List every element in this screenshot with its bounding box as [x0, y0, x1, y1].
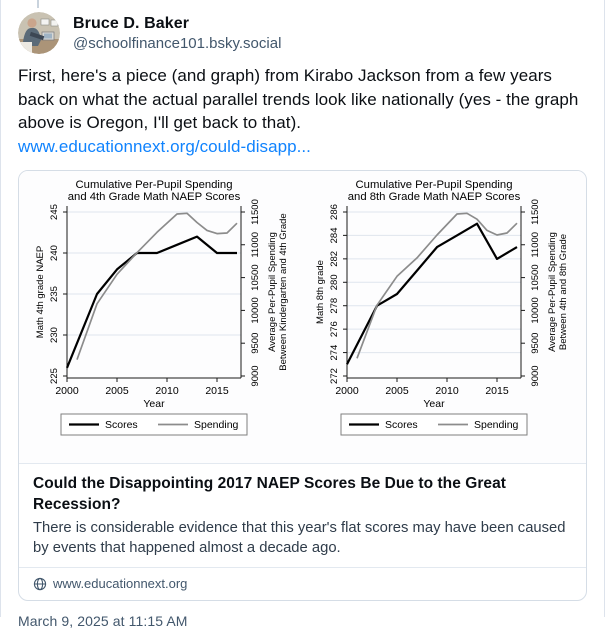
svg-text:278: 278 — [329, 298, 340, 314]
svg-text:Scores: Scores — [105, 419, 138, 431]
svg-text:2000: 2000 — [335, 385, 359, 397]
svg-text:11000: 11000 — [250, 232, 261, 258]
svg-text:Math 4th grade NAEP: Math 4th grade NAEP — [35, 246, 46, 338]
author-name[interactable]: Bruce D. Baker — [73, 15, 190, 32]
svg-text:230: 230 — [49, 327, 60, 343]
svg-text:10500: 10500 — [250, 264, 261, 290]
card-title: Could the Disappointing 2017 NAEP Scores… — [33, 475, 506, 513]
thread-line — [37, 0, 39, 8]
svg-text:Between 4th and 8th Grade: Between 4th and 8th Grade — [558, 234, 569, 350]
svg-text:and 8th Grade Math NAEP Scores: and 8th Grade Math NAEP Scores — [347, 191, 520, 203]
svg-text:2000: 2000 — [55, 385, 79, 397]
svg-text:2015: 2015 — [205, 385, 229, 397]
svg-text:10500: 10500 — [530, 264, 541, 290]
svg-text:and 4th Grade Math NAEP Scores: and 4th Grade Math NAEP Scores — [67, 191, 240, 203]
author-id-block: Bruce D. Baker @schoolfinance101.bsky.so… — [73, 12, 281, 54]
post-header: Bruce D. Baker @schoolfinance101.bsky.so… — [18, 12, 587, 54]
svg-text:11500: 11500 — [250, 199, 261, 225]
svg-text:272: 272 — [329, 368, 340, 384]
svg-text:Cumulative Per-Pupil Spending: Cumulative Per-Pupil Spending — [355, 179, 512, 191]
svg-text:245: 245 — [49, 204, 60, 220]
svg-text:9000: 9000 — [250, 365, 261, 386]
svg-text:9000: 9000 — [530, 365, 541, 386]
svg-text:284: 284 — [329, 227, 340, 243]
svg-text:Spending: Spending — [194, 419, 239, 431]
svg-text:2010: 2010 — [435, 385, 459, 397]
post-timestamp: March 9, 2025 at 11:15 AM — [18, 613, 188, 629]
svg-text:Year: Year — [423, 398, 445, 410]
card-domain-row: www.educationnext.org — [33, 576, 572, 591]
card-description: There is considerable evidence that this… — [33, 520, 566, 556]
globe-icon — [33, 577, 47, 590]
svg-text:274: 274 — [329, 345, 340, 361]
svg-text:282: 282 — [329, 251, 340, 267]
svg-text:9500: 9500 — [530, 333, 541, 354]
author-handle[interactable]: @schoolfinance101.bsky.social — [73, 35, 282, 52]
svg-text:2010: 2010 — [155, 385, 179, 397]
svg-text:Between Kindergarten and 4th G: Between Kindergarten and 4th Grade — [278, 213, 289, 370]
svg-text:11000: 11000 — [530, 232, 541, 258]
svg-text:2005: 2005 — [105, 385, 129, 397]
svg-text:2005: 2005 — [385, 385, 409, 397]
svg-text:10000: 10000 — [250, 297, 261, 323]
svg-text:235: 235 — [49, 286, 60, 302]
svg-text:276: 276 — [329, 321, 340, 337]
svg-text:Year: Year — [143, 398, 165, 410]
svg-text:11500: 11500 — [530, 199, 541, 225]
post-text: First, here's a piece (and graph) from K… — [18, 66, 579, 132]
svg-text:225: 225 — [49, 368, 60, 384]
svg-text:2015: 2015 — [485, 385, 509, 397]
svg-text:Scores: Scores — [385, 419, 418, 431]
link-card[interactable]: Cumulative Per-Pupil Spending and 4th Gra… — [18, 170, 587, 601]
card-divider — [19, 567, 586, 568]
svg-text:10000: 10000 — [530, 297, 541, 323]
svg-text:Average Per-Pupil Spending: Average Per-Pupil Spending — [547, 232, 558, 352]
post-body: First, here's a piece (and graph) from K… — [18, 64, 587, 158]
svg-text:Math 8th grade: Math 8th grade — [315, 260, 326, 324]
card-info: Could the Disappointing 2017 NAEP Scores… — [19, 464, 586, 600]
svg-text:Average Per-Pupil Spending: Average Per-Pupil Spending — [267, 232, 278, 352]
post-link[interactable]: www.educationnext.org/could-disapp... — [18, 136, 311, 156]
svg-text:Spending: Spending — [474, 419, 519, 431]
svg-text:286: 286 — [329, 204, 340, 220]
svg-text:9500: 9500 — [250, 333, 261, 354]
card-image: Cumulative Per-Pupil Spending and 4th Gra… — [19, 171, 586, 464]
avatar[interactable] — [18, 12, 60, 54]
svg-text:Cumulative Per-Pupil Spending: Cumulative Per-Pupil Spending — [75, 179, 232, 191]
svg-text:280: 280 — [329, 274, 340, 290]
card-domain: www.educationnext.org — [53, 576, 188, 591]
svg-text:240: 240 — [49, 245, 60, 261]
